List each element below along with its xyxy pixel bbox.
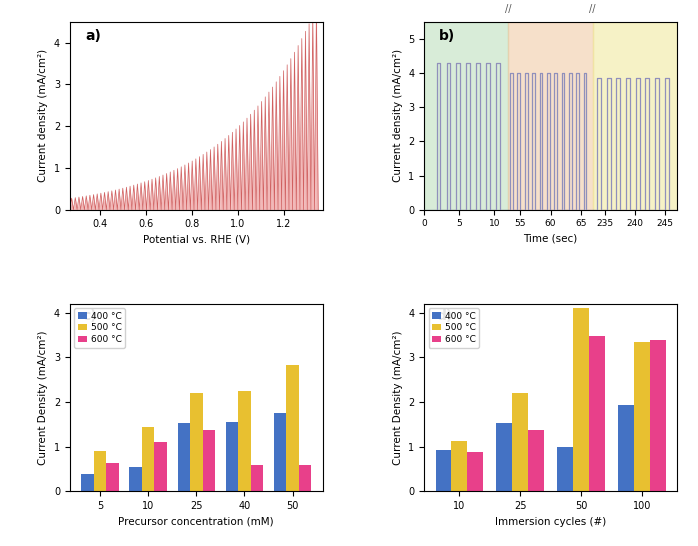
- Bar: [424, 22, 508, 210]
- Bar: [452, 441, 467, 491]
- Y-axis label: Current Density (mA/cm²): Current Density (mA/cm²): [392, 330, 403, 465]
- Text: b): b): [439, 29, 456, 43]
- Text: d): d): [437, 309, 453, 323]
- Bar: [508, 22, 593, 210]
- Bar: [618, 405, 634, 491]
- Bar: [154, 442, 167, 491]
- X-axis label: Potential vs. RHE (V): Potential vs. RHE (V): [143, 235, 250, 245]
- Y-axis label: Current density (mA/cm²): Current density (mA/cm²): [392, 49, 403, 182]
- Bar: [650, 340, 666, 491]
- Bar: [593, 22, 677, 210]
- Y-axis label: Current density (mA/cm²): Current density (mA/cm²): [38, 49, 48, 182]
- Bar: [177, 424, 190, 491]
- Bar: [202, 430, 215, 491]
- Bar: [238, 391, 251, 491]
- Bar: [436, 450, 452, 491]
- Bar: [106, 463, 119, 491]
- Text: //: //: [590, 4, 596, 14]
- Text: //: //: [505, 4, 512, 14]
- Y-axis label: Current Density (mA/cm²): Current Density (mA/cm²): [38, 330, 48, 465]
- Bar: [589, 336, 604, 491]
- Bar: [81, 474, 94, 491]
- Bar: [299, 465, 311, 491]
- Legend: 400 °C, 500 °C, 600 °C: 400 °C, 500 °C, 600 °C: [74, 308, 125, 348]
- Bar: [573, 308, 589, 491]
- Bar: [190, 393, 202, 491]
- X-axis label: Precursor concentration (mM): Precursor concentration (mM): [119, 517, 274, 527]
- Bar: [528, 430, 544, 491]
- Bar: [129, 467, 142, 491]
- X-axis label: Time (sec): Time (sec): [524, 234, 578, 244]
- Legend: 400 °C, 500 °C, 600 °C: 400 °C, 500 °C, 600 °C: [429, 308, 480, 348]
- Bar: [274, 413, 286, 491]
- Bar: [467, 452, 483, 491]
- X-axis label: Immersion cycles (#): Immersion cycles (#): [495, 517, 606, 527]
- Bar: [225, 422, 238, 491]
- Bar: [557, 447, 573, 491]
- Bar: [286, 365, 299, 491]
- Text: c): c): [82, 309, 97, 323]
- Bar: [512, 393, 528, 491]
- Bar: [94, 451, 106, 491]
- Bar: [496, 424, 512, 491]
- Bar: [251, 465, 263, 491]
- Bar: [634, 342, 650, 491]
- Bar: [142, 428, 154, 491]
- Text: a): a): [85, 29, 101, 43]
